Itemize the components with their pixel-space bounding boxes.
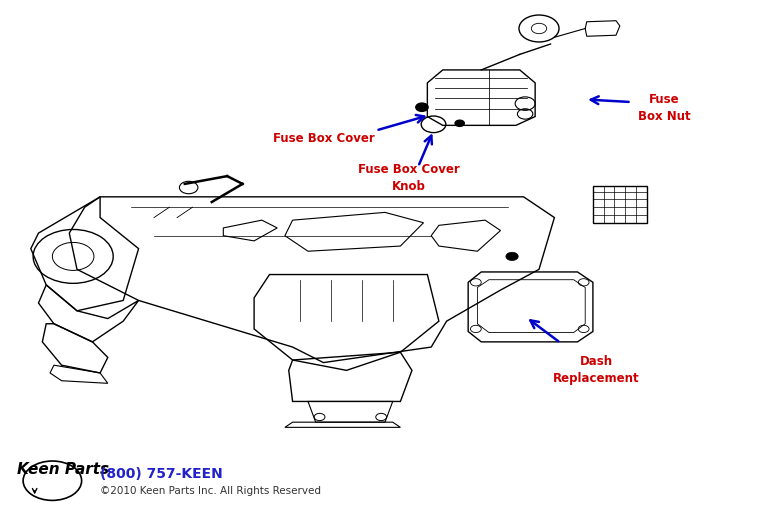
Circle shape [506, 252, 518, 261]
Text: ©2010 Keen Parts Inc. All Rights Reserved: ©2010 Keen Parts Inc. All Rights Reserve… [100, 486, 321, 496]
Text: Keen Parts: Keen Parts [17, 462, 109, 477]
Text: Dash
Replacement: Dash Replacement [553, 355, 639, 385]
Circle shape [455, 120, 464, 126]
Text: Fuse Box Cover: Fuse Box Cover [273, 132, 375, 145]
Text: (800) 757-KEEN: (800) 757-KEEN [100, 467, 223, 481]
Circle shape [416, 103, 428, 111]
Text: Fuse
Box Nut: Fuse Box Nut [638, 93, 690, 123]
Text: Fuse Box Cover
Knob: Fuse Box Cover Knob [358, 163, 460, 193]
